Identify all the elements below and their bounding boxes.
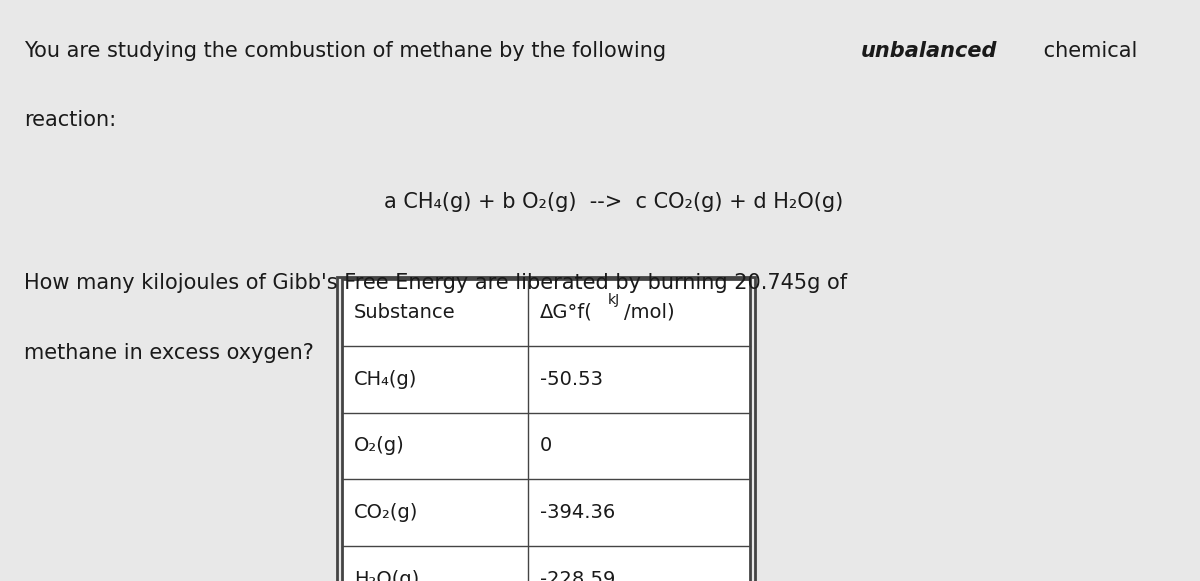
Text: -50.53: -50.53 (540, 370, 604, 389)
Text: ΔG°f(: ΔG°f( (540, 303, 593, 322)
Text: reaction:: reaction: (24, 110, 116, 130)
Text: H₂O(g): H₂O(g) (354, 570, 419, 581)
Text: /mol): /mol) (624, 303, 674, 322)
Text: Substance: Substance (354, 303, 456, 322)
Text: chemical: chemical (1037, 41, 1138, 60)
Text: 0: 0 (540, 436, 552, 456)
Text: unbalanced: unbalanced (862, 41, 997, 60)
Text: CO₂(g): CO₂(g) (354, 503, 419, 522)
Text: methane in excess oxygen?: methane in excess oxygen? (24, 343, 314, 363)
Text: How many kilojoules of Gibb's Free Energy are liberated by burning 20.745g of: How many kilojoules of Gibb's Free Energ… (24, 273, 847, 293)
Text: -228.59: -228.59 (540, 570, 616, 581)
Text: CH₄(g): CH₄(g) (354, 370, 418, 389)
Text: O₂(g): O₂(g) (354, 436, 404, 456)
Text: a CH₄(g) + b O₂(g)  -->  c CO₂(g) + d H₂O(g): a CH₄(g) + b O₂(g) --> c CO₂(g) + d H₂O(… (384, 192, 844, 211)
Text: -394.36: -394.36 (540, 503, 616, 522)
Text: kJ: kJ (608, 293, 620, 307)
Text: You are studying the combustion of methane by the following: You are studying the combustion of metha… (24, 41, 673, 60)
